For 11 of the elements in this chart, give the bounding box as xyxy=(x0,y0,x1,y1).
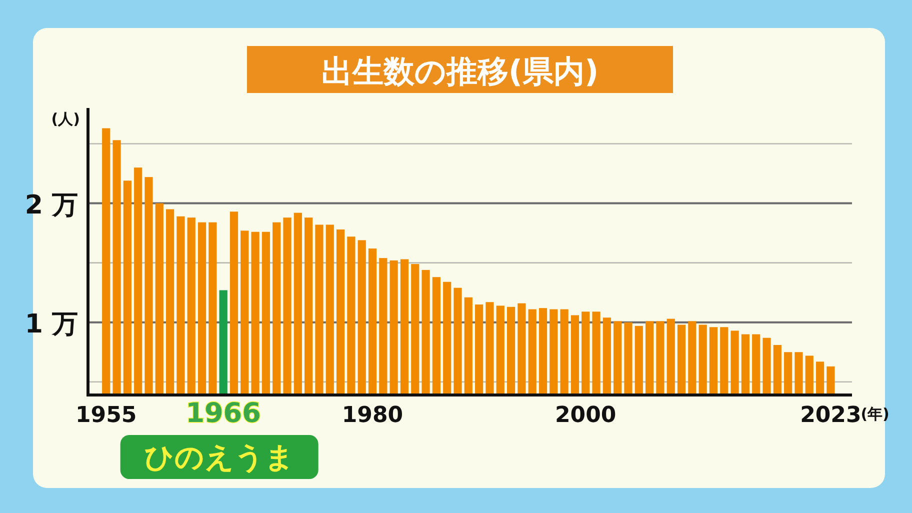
y-tick-label: 2 万 xyxy=(24,190,78,220)
x-tick-label: 2023 xyxy=(800,403,862,428)
x-tick-label: 1955 xyxy=(75,403,137,428)
y-tick-label: 1 万 xyxy=(24,309,78,340)
text: ひのえうま xyxy=(144,440,294,474)
x-tick-label: 1980 xyxy=(342,403,404,428)
x-tick-label: 1966 xyxy=(186,398,261,429)
x-tick-label: 2000 xyxy=(554,403,616,428)
x-axis-title: (年) xyxy=(860,405,890,423)
y-axis-title: (人) xyxy=(51,110,80,128)
chart-title: 出生数の推移(県内) xyxy=(321,54,599,90)
